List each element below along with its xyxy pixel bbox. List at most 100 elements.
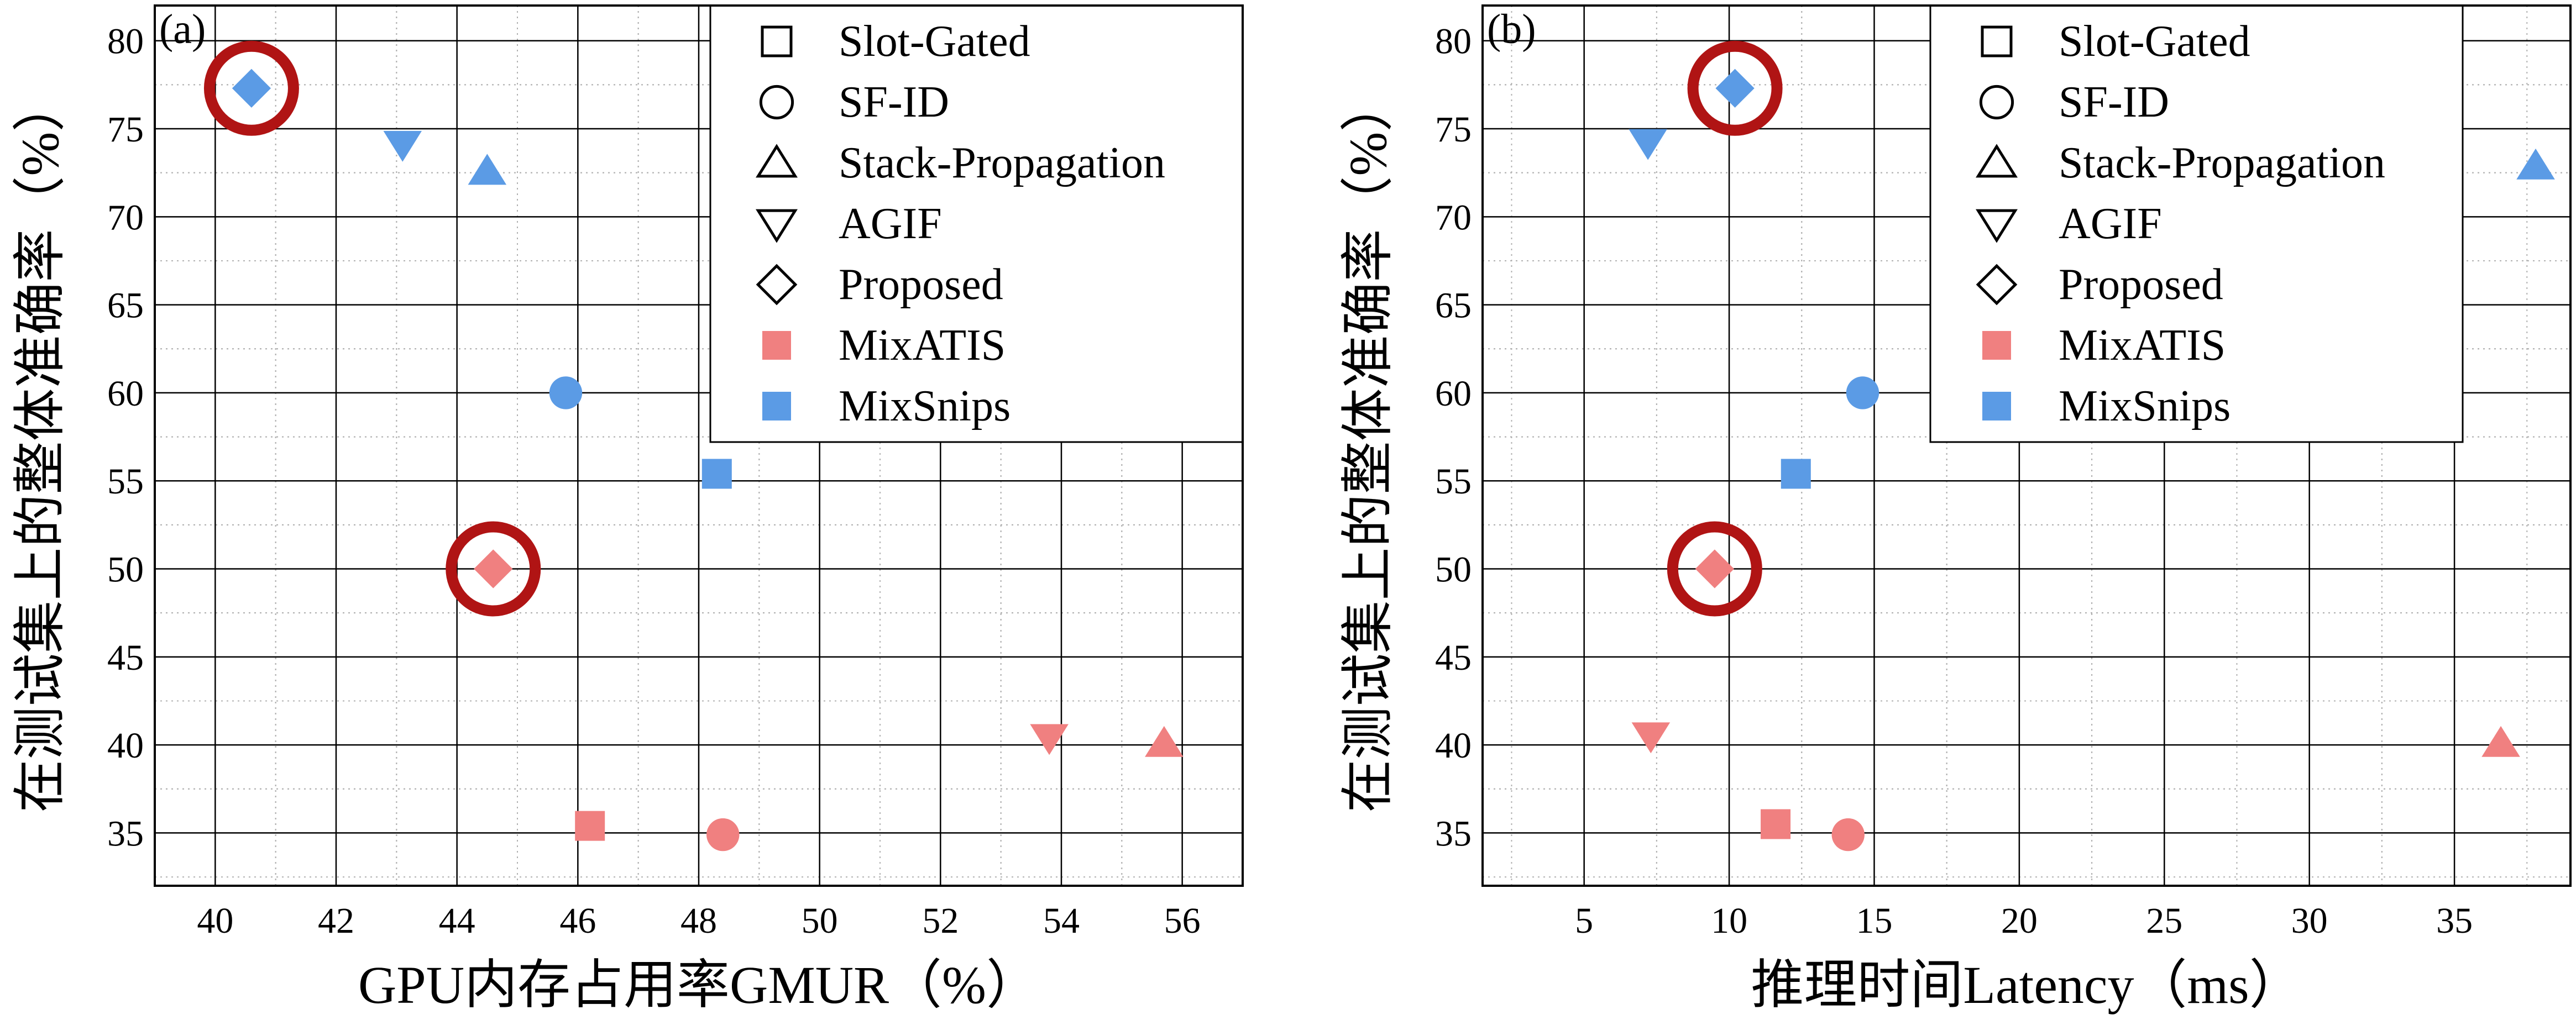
x-tick-label: 46 xyxy=(559,901,596,941)
data-point xyxy=(1030,724,1069,755)
legend-label: MixATIS xyxy=(2059,321,2226,370)
data-point xyxy=(1846,376,1879,409)
legend-marker xyxy=(762,331,791,360)
x-tick-label: 25 xyxy=(2146,901,2182,941)
legend-marker xyxy=(756,144,798,178)
legend-label: Slot-Gated xyxy=(2059,17,2250,66)
highlight-ring xyxy=(446,521,541,617)
panel-label: (b) xyxy=(1487,6,1536,52)
data-point xyxy=(468,154,507,185)
y-tick-label: 80 xyxy=(1435,22,1472,62)
x-axis-label: GPU内存占用率GMUR（%） xyxy=(358,955,1039,1015)
data-points xyxy=(203,40,1184,851)
legend-label: MixSnips xyxy=(839,382,1010,430)
legend-marker xyxy=(1976,264,2018,306)
data-point xyxy=(1715,69,1755,108)
data-point xyxy=(1781,459,1811,489)
y-tick-label: 50 xyxy=(1435,550,1472,590)
legend-label: AGIF xyxy=(839,199,942,248)
x-tick-label: 20 xyxy=(2001,901,2038,941)
x-tick-label: 15 xyxy=(1856,901,1892,941)
y-tick-label: 45 xyxy=(1435,638,1472,678)
data-point xyxy=(2481,726,2520,757)
data-point xyxy=(383,130,422,162)
legend-label: MixATIS xyxy=(839,321,1006,370)
x-tick-label: 10 xyxy=(1711,901,1747,941)
y-tick-label: 70 xyxy=(107,197,144,238)
plot-frame xyxy=(154,4,1244,887)
x-tick-label: 42 xyxy=(318,901,354,941)
data-points xyxy=(1629,40,2555,851)
legend-label: MixSnips xyxy=(2059,382,2231,430)
y-tick-label: 60 xyxy=(107,374,144,414)
legend-label: AGIF xyxy=(2059,199,2162,248)
x-axis-label: 推理时间Latency（ms） xyxy=(1751,955,2302,1015)
data-point xyxy=(1629,129,1667,160)
x-tick-label: 35 xyxy=(2436,901,2473,941)
y-axis-label: 在测试集上的整体准确率（%） xyxy=(1338,79,1397,813)
plot-frame xyxy=(1481,4,2572,887)
x-tick-label: 48 xyxy=(680,901,717,941)
y-tick-label: 45 xyxy=(107,638,144,678)
y-tick-label: 40 xyxy=(107,726,144,766)
legend-box xyxy=(709,4,1244,443)
highlight-ring xyxy=(1667,521,1762,617)
data-point xyxy=(1631,722,1671,754)
data-point xyxy=(706,818,740,851)
legend-marker xyxy=(756,264,798,306)
legend-marker xyxy=(1976,144,2018,178)
x-tick-label: 54 xyxy=(1043,901,1080,941)
data-point xyxy=(1831,818,1865,851)
legend-marker xyxy=(1982,392,2011,420)
y-tick-label: 35 xyxy=(1435,813,1472,854)
y-tick-label: 75 xyxy=(107,109,144,150)
x-tick-label: 56 xyxy=(1164,901,1201,941)
y-tick-label: 65 xyxy=(1435,286,1472,326)
y-tick-label: 70 xyxy=(1435,197,1472,238)
legend-label: Slot-Gated xyxy=(839,17,1030,66)
legend-marker xyxy=(761,25,793,57)
legend-box xyxy=(1929,4,2464,443)
legend-label: Stack-Propagation xyxy=(2059,139,2385,187)
data-point xyxy=(549,376,583,409)
legend-marker xyxy=(756,209,798,243)
x-tick-label: 40 xyxy=(197,901,233,941)
legend-label: Proposed xyxy=(839,260,1003,309)
legend: Slot-Gated SF-ID Stack-Propagation AGIF Prop… xyxy=(709,4,1244,443)
y-tick-label: 80 xyxy=(107,22,144,62)
data-point xyxy=(2516,148,2555,180)
legend-label: SF-ID xyxy=(839,78,949,127)
y-tick-label: 60 xyxy=(1435,374,1472,414)
legend-label: SF-ID xyxy=(2059,78,2169,127)
legend-label: Proposed xyxy=(2059,260,2223,309)
legend-marker xyxy=(762,392,791,420)
x-tick-label: 30 xyxy=(2291,901,2328,941)
legend-label: Stack-Propagation xyxy=(839,139,1165,187)
y-axis-label: 在测试集上的整体准确率（%） xyxy=(11,79,70,813)
panel-b: 5 10 15 20 25 30 35 35 40 45 50 55 60 65 70 75 80 推理时间Lat… xyxy=(1338,4,2572,1015)
highlight-ring xyxy=(1687,40,1783,136)
data-point xyxy=(474,549,513,588)
legend: Slot-Gated SF-ID Stack-Propagation AGIF Prop… xyxy=(1929,4,2464,443)
data-point xyxy=(232,69,271,108)
panel-a: 40 42 44 46 48 50 52 54 56 35 40 45 50 55 60 65 70 75 80 GP… xyxy=(11,4,1244,1015)
y-tick-label: 75 xyxy=(1435,109,1472,150)
y-tick-label: 50 xyxy=(107,550,144,590)
y-tick-label: 55 xyxy=(1435,461,1472,502)
data-point xyxy=(1695,549,1734,588)
x-tick-label: 5 xyxy=(1575,901,1593,941)
legend-marker xyxy=(1976,209,2018,243)
x-tick-label: 52 xyxy=(922,901,959,941)
y-tick-label: 65 xyxy=(107,286,144,326)
legend-marker xyxy=(1982,331,2011,360)
data-point xyxy=(1761,809,1791,839)
highlight-ring xyxy=(203,40,299,136)
legend-marker xyxy=(1979,85,2014,120)
x-tick-label: 50 xyxy=(802,901,838,941)
y-tick-label: 55 xyxy=(107,461,144,502)
y-tick-label: 40 xyxy=(1435,726,1472,766)
legend-marker xyxy=(1981,25,2013,57)
data-point xyxy=(1145,726,1184,757)
y-tick-label: 35 xyxy=(107,813,144,854)
